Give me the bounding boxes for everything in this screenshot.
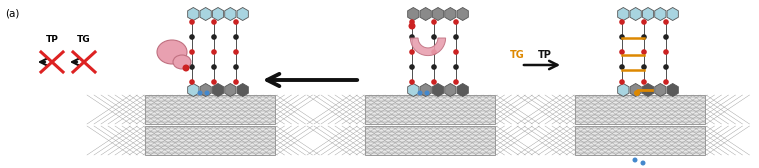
Circle shape [619, 34, 625, 40]
Text: (a): (a) [5, 8, 20, 18]
Circle shape [233, 34, 239, 40]
Circle shape [453, 64, 458, 70]
Polygon shape [200, 8, 211, 20]
Circle shape [619, 19, 625, 25]
Circle shape [453, 34, 458, 40]
Circle shape [663, 79, 669, 85]
Circle shape [233, 49, 239, 55]
Polygon shape [433, 83, 443, 96]
Polygon shape [237, 83, 248, 96]
Text: TG: TG [77, 35, 91, 44]
Circle shape [641, 160, 645, 165]
Circle shape [233, 79, 239, 85]
Polygon shape [213, 83, 224, 96]
Bar [365, 95, 495, 124]
Circle shape [409, 49, 415, 55]
Circle shape [204, 91, 209, 95]
Circle shape [408, 23, 415, 30]
Polygon shape [618, 83, 629, 96]
Circle shape [233, 19, 239, 25]
Polygon shape [618, 8, 629, 20]
Text: TG: TG [509, 50, 524, 60]
Circle shape [431, 79, 436, 85]
Text: TP: TP [46, 35, 58, 44]
Polygon shape [225, 83, 236, 96]
Polygon shape [630, 8, 641, 20]
Bar [145, 126, 275, 155]
Circle shape [431, 19, 436, 25]
Circle shape [189, 79, 195, 85]
Circle shape [233, 64, 239, 70]
Circle shape [641, 49, 647, 55]
Circle shape [619, 49, 625, 55]
Polygon shape [411, 38, 446, 56]
Circle shape [409, 34, 415, 40]
Circle shape [189, 34, 195, 40]
Polygon shape [457, 8, 468, 20]
Bar [365, 126, 495, 155]
Polygon shape [237, 8, 248, 20]
Circle shape [663, 34, 669, 40]
Circle shape [641, 19, 647, 25]
Circle shape [182, 65, 190, 72]
Circle shape [663, 19, 669, 25]
Circle shape [663, 64, 669, 70]
Polygon shape [420, 83, 431, 96]
Circle shape [409, 19, 415, 25]
Polygon shape [408, 83, 419, 96]
Polygon shape [187, 83, 199, 96]
Circle shape [197, 91, 203, 95]
Circle shape [641, 79, 647, 85]
Circle shape [417, 91, 423, 95]
Circle shape [211, 49, 217, 55]
Circle shape [453, 19, 458, 25]
Circle shape [619, 64, 625, 70]
Polygon shape [225, 8, 236, 20]
Circle shape [409, 79, 415, 85]
Polygon shape [655, 83, 666, 96]
Polygon shape [187, 8, 199, 20]
Polygon shape [445, 8, 456, 20]
Polygon shape [457, 83, 468, 96]
Circle shape [211, 79, 217, 85]
Polygon shape [630, 83, 641, 96]
Circle shape [189, 19, 195, 25]
Circle shape [634, 90, 640, 96]
Circle shape [211, 19, 217, 25]
Bar [145, 95, 275, 124]
Polygon shape [642, 83, 653, 96]
Circle shape [632, 158, 638, 162]
Ellipse shape [173, 55, 191, 69]
Bar [575, 95, 705, 124]
Polygon shape [642, 8, 653, 20]
Polygon shape [433, 8, 443, 20]
Circle shape [189, 64, 195, 70]
Circle shape [453, 79, 458, 85]
Circle shape [663, 49, 669, 55]
Circle shape [619, 79, 625, 85]
Polygon shape [213, 8, 224, 20]
Circle shape [189, 49, 195, 55]
Polygon shape [655, 8, 666, 20]
Polygon shape [667, 83, 679, 96]
Circle shape [211, 34, 217, 40]
Circle shape [453, 49, 458, 55]
Circle shape [641, 64, 647, 70]
Polygon shape [200, 83, 211, 96]
Circle shape [409, 64, 415, 70]
Ellipse shape [157, 40, 187, 64]
Circle shape [211, 64, 217, 70]
Circle shape [431, 49, 436, 55]
Circle shape [431, 34, 436, 40]
Polygon shape [445, 83, 456, 96]
Polygon shape [420, 8, 431, 20]
Circle shape [424, 91, 430, 95]
Circle shape [641, 34, 647, 40]
Polygon shape [667, 8, 679, 20]
Bar [575, 126, 705, 155]
Text: TP: TP [538, 50, 552, 60]
Circle shape [431, 64, 436, 70]
Polygon shape [408, 8, 419, 20]
